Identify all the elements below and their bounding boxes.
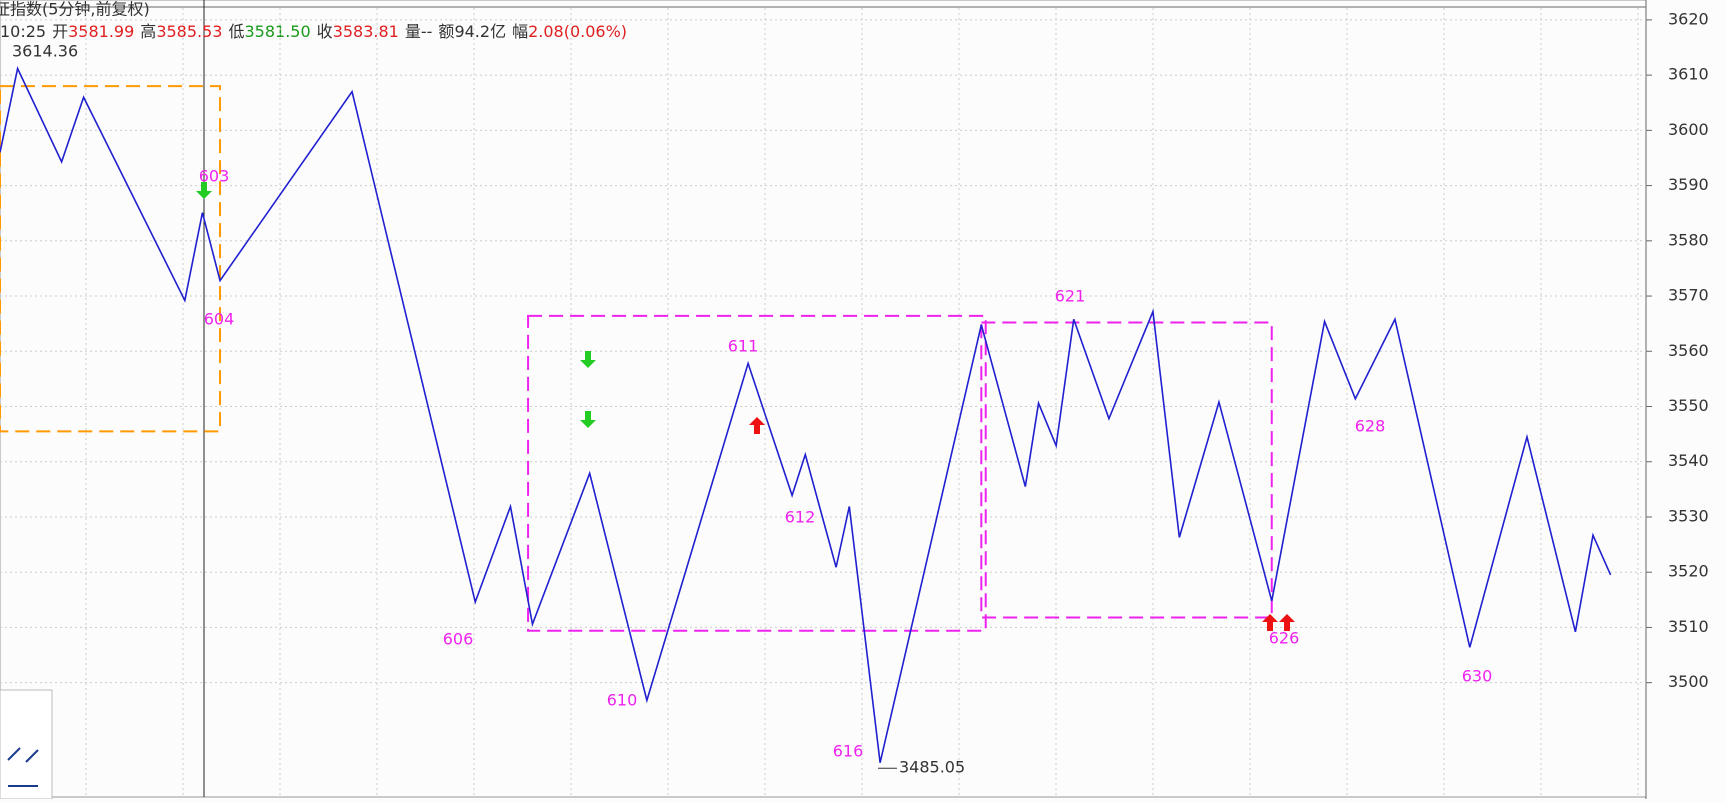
signal-arrow	[580, 351, 596, 368]
plot-area	[0, 0, 1647, 798]
wave-label: 612	[785, 508, 816, 527]
box	[527, 314, 987, 632]
wave-label: 610	[607, 691, 638, 710]
y-tick-label: 3560	[1668, 341, 1709, 360]
field-label: 额	[438, 22, 454, 41]
field-label: 开	[52, 22, 68, 41]
y-tick-label: 3620	[1668, 9, 1709, 28]
field-value: 2.08(0.06%)	[528, 22, 627, 41]
y-tick-label: 3570	[1668, 286, 1709, 305]
wave-label: 603	[199, 167, 230, 186]
field-label: 量	[405, 22, 421, 41]
box	[0, 85, 222, 433]
toolbar[interactable]	[0, 689, 53, 800]
title: 证指数(5分钟,前复权)	[0, 0, 150, 19]
y-tick-label: 3500	[1668, 672, 1709, 691]
y-tick-label: 3610	[1668, 65, 1709, 84]
wave-label: 611	[728, 337, 759, 356]
low-label: 3485.05	[899, 758, 965, 777]
field-value: 3585.53	[156, 22, 222, 41]
signal-arrow	[1279, 614, 1295, 631]
high-label: 3614.36	[12, 42, 78, 61]
wave-label: 630	[1462, 667, 1493, 686]
y-tick-label: 3530	[1668, 506, 1709, 525]
signal-arrow	[196, 182, 212, 199]
y-tick-label: 3520	[1668, 562, 1709, 581]
y-tick-label: 3600	[1668, 120, 1709, 139]
zigzag-line	[0, 65, 1612, 763]
field-value: 3581.99	[68, 22, 134, 41]
field-value: --	[421, 22, 433, 41]
quote-line: 10:25 开3581.99 高3585.53 低3581.50 收3583.81 量--…	[0, 22, 627, 41]
tool-icons[interactable]	[7, 747, 39, 787]
field-value: 3581.50	[245, 22, 311, 41]
signal-arrow	[749, 417, 765, 434]
y-tick-label: 3580	[1668, 230, 1709, 249]
y-tick-label: 3510	[1668, 617, 1709, 636]
wave-label: 616	[833, 742, 864, 761]
y-tick-label: 3540	[1668, 451, 1709, 470]
field-value: 94.2亿	[454, 22, 506, 41]
field-label: 低	[228, 22, 244, 41]
wave-label: 621	[1055, 287, 1086, 306]
field-label: 收	[317, 22, 333, 41]
y-tick-label: 3550	[1668, 396, 1709, 415]
wave-label: 606	[443, 630, 474, 649]
wave-label: 628	[1355, 417, 1386, 436]
field-label: 幅	[512, 22, 528, 41]
signal-arrow	[1262, 614, 1278, 631]
field-value: 3583.81	[333, 22, 399, 41]
time: 10:25	[0, 22, 46, 41]
field-label: 高	[140, 22, 156, 41]
y-tick-label: 3590	[1668, 175, 1709, 194]
signal-arrow	[580, 411, 596, 428]
wave-label: 626	[1269, 629, 1300, 648]
wave-label: 604	[204, 310, 235, 329]
